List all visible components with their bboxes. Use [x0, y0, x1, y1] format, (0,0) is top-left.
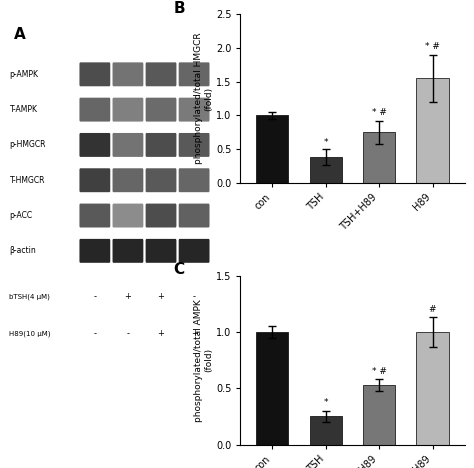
Bar — [363, 132, 395, 183]
Text: +: + — [157, 292, 164, 301]
FancyBboxPatch shape — [179, 204, 210, 227]
FancyBboxPatch shape — [112, 204, 143, 227]
Bar — [417, 78, 448, 183]
Text: -: - — [127, 329, 129, 338]
Bar — [310, 417, 342, 445]
Text: H89(10 μM): H89(10 μM) — [9, 330, 51, 337]
Text: T-HMGCR: T-HMGCR — [9, 176, 45, 185]
FancyBboxPatch shape — [80, 168, 110, 192]
FancyBboxPatch shape — [146, 168, 176, 192]
FancyBboxPatch shape — [80, 239, 110, 263]
Text: C: C — [173, 262, 184, 277]
Text: -: - — [93, 329, 96, 338]
FancyBboxPatch shape — [179, 168, 210, 192]
FancyBboxPatch shape — [179, 62, 210, 86]
Text: β-actin: β-actin — [9, 246, 36, 256]
Y-axis label: phosphorylated/total HMGCR
(fold): phosphorylated/total HMGCR (fold) — [194, 33, 213, 164]
Text: p-ACC: p-ACC — [9, 211, 33, 220]
Text: * #: * # — [372, 367, 387, 376]
FancyBboxPatch shape — [80, 133, 110, 157]
FancyBboxPatch shape — [179, 239, 210, 263]
Text: T-AMPK: T-AMPK — [9, 105, 37, 114]
Bar — [256, 115, 289, 183]
Bar — [256, 332, 289, 445]
FancyBboxPatch shape — [112, 168, 143, 192]
Text: B: B — [173, 0, 185, 15]
Text: * #: * # — [425, 42, 440, 51]
Text: #: # — [429, 305, 436, 314]
FancyBboxPatch shape — [112, 62, 143, 86]
Bar — [310, 157, 342, 183]
FancyBboxPatch shape — [179, 133, 210, 157]
Text: A: A — [14, 27, 26, 42]
FancyBboxPatch shape — [179, 98, 210, 122]
Text: +: + — [157, 329, 164, 338]
FancyBboxPatch shape — [112, 133, 143, 157]
FancyBboxPatch shape — [146, 62, 176, 86]
FancyBboxPatch shape — [112, 98, 143, 122]
Text: p-AMPK: p-AMPK — [9, 70, 38, 79]
FancyBboxPatch shape — [80, 98, 110, 122]
FancyBboxPatch shape — [112, 239, 143, 263]
Text: *: * — [324, 398, 328, 408]
Text: -: - — [93, 292, 96, 301]
FancyBboxPatch shape — [146, 204, 176, 227]
FancyBboxPatch shape — [146, 98, 176, 122]
Text: * #: * # — [372, 109, 387, 117]
Y-axis label: phosphorylated/total AMPK
(fold): phosphorylated/total AMPK (fold) — [194, 299, 213, 422]
Text: +: + — [191, 329, 198, 338]
FancyBboxPatch shape — [80, 204, 110, 227]
Text: bTSH(4 μM): bTSH(4 μM) — [9, 293, 50, 300]
FancyBboxPatch shape — [146, 239, 176, 263]
FancyBboxPatch shape — [146, 133, 176, 157]
Text: *: * — [324, 138, 328, 147]
Text: p-HMGCR: p-HMGCR — [9, 140, 46, 149]
Text: -: - — [192, 292, 196, 301]
FancyBboxPatch shape — [80, 62, 110, 86]
Bar — [363, 385, 395, 445]
Text: +: + — [125, 292, 131, 301]
Bar — [417, 332, 448, 445]
